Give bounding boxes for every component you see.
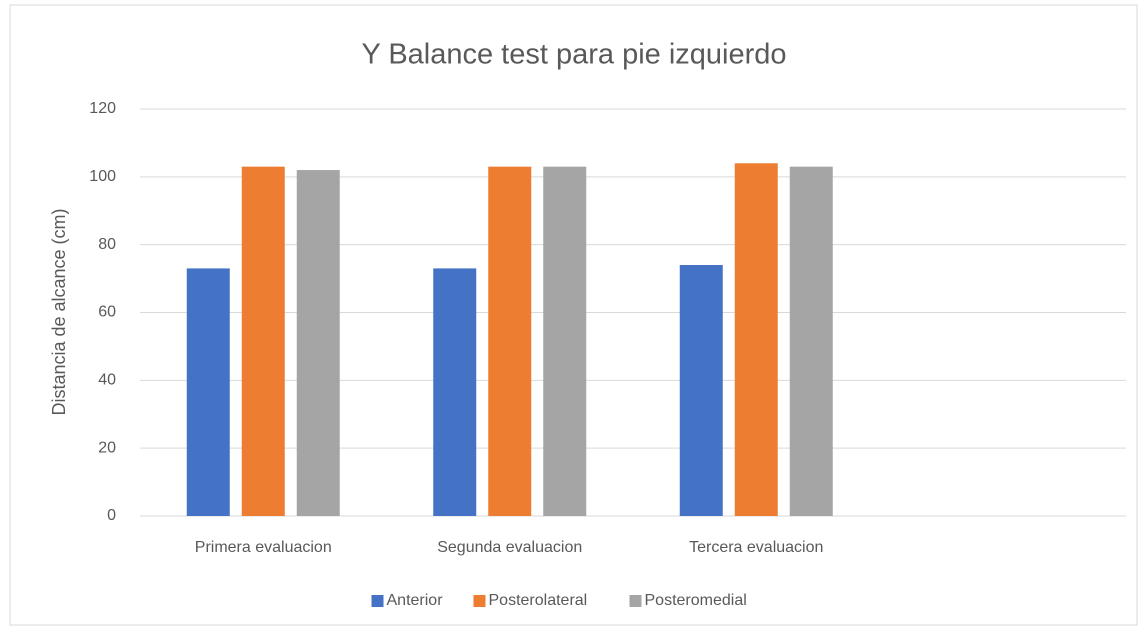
x-tick-label: Segunda evaluacion bbox=[437, 539, 582, 556]
legend-swatch bbox=[371, 595, 384, 607]
y-tick-label: 80 bbox=[98, 236, 116, 253]
bar bbox=[543, 166, 587, 517]
bar bbox=[789, 166, 833, 517]
bar bbox=[241, 166, 285, 517]
y-tick-label: 100 bbox=[89, 168, 116, 185]
chart-title: Y Balance test para pie izquierdo bbox=[361, 39, 786, 71]
bar bbox=[296, 170, 340, 517]
y-tick-label: 60 bbox=[98, 304, 116, 321]
bar bbox=[488, 166, 532, 517]
bar bbox=[734, 163, 778, 516]
legend-label: Posteromedial bbox=[645, 592, 747, 609]
legend-label: Posterolateral bbox=[489, 592, 588, 609]
legend-swatch bbox=[629, 595, 642, 607]
x-tick-label: Tercera evaluacion bbox=[689, 539, 823, 556]
bar bbox=[679, 265, 723, 516]
y-tick-label: 40 bbox=[98, 372, 116, 389]
x-tick-label: Primera evaluacion bbox=[195, 539, 332, 556]
legend-label: Anterior bbox=[387, 592, 444, 609]
legend-swatch bbox=[473, 595, 486, 607]
y-tick-label: 120 bbox=[89, 100, 116, 117]
bar bbox=[433, 268, 477, 516]
bar bbox=[186, 268, 230, 516]
y-axis-label: Distancia de alcance (cm) bbox=[49, 208, 69, 415]
y-tick-label: 20 bbox=[98, 439, 116, 456]
y-tick-label: 0 bbox=[107, 507, 116, 524]
